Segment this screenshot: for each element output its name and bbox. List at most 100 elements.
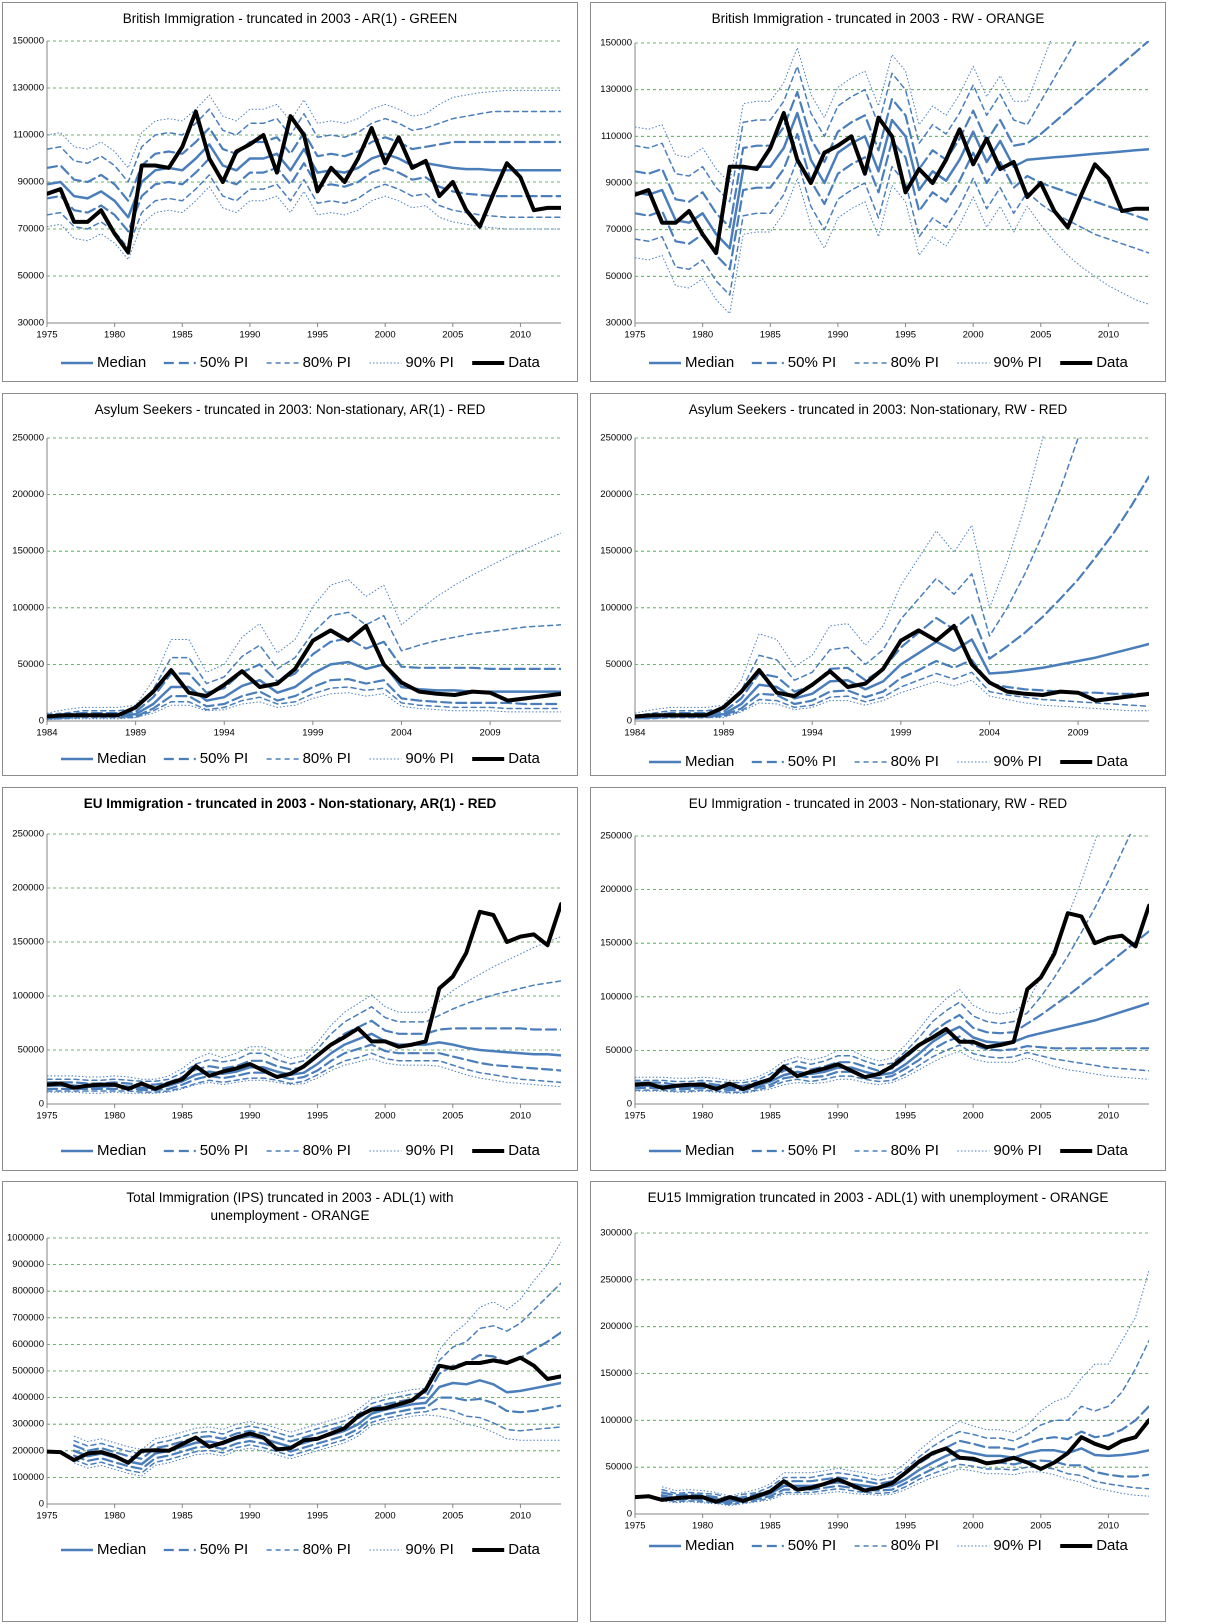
chart-title: EU Immigration - truncated in 2003 - Non… (83, 796, 497, 811)
x-tick-label: 2005 (1030, 1521, 1051, 1532)
chart-title: Asylum Seekers - truncated in 2003: Non-… (94, 402, 486, 417)
legend-label: Data (1096, 1142, 1128, 1159)
y-tick-label: 200000 (600, 489, 632, 500)
series-line (635, 1051, 1149, 1094)
x-tick-label: 1990 (239, 1111, 260, 1122)
y-tick-label: 0 (39, 1099, 44, 1110)
chart-title: British Immigration - truncated in 2003 … (122, 11, 458, 26)
y-tick-label: 400000 (12, 1392, 44, 1403)
x-tick-label: 1975 (36, 1111, 57, 1122)
y-tick-label: 300000 (600, 1228, 632, 1239)
x-tick-label: 1999 (302, 728, 323, 739)
x-tick-label: 1995 (895, 1111, 916, 1122)
y-tick-label: 250000 (600, 1274, 632, 1285)
y-tick-label: 200000 (600, 884, 632, 895)
x-tick-label: 1990 (827, 1521, 848, 1532)
legend-label: Data (508, 354, 540, 371)
legend-label: Median (685, 1142, 734, 1159)
series-line (47, 637, 561, 718)
y-tick-label: 50000 (606, 1045, 632, 1056)
series-line (635, 1044, 1149, 1093)
y-tick-label: 300000 (12, 1419, 44, 1430)
legend-label: 80% PI (303, 750, 351, 767)
chart: 0 50000 100000 150000 200000 250000 1984 1989 19… (12, 433, 561, 767)
series-line (635, 111, 1149, 250)
x-tick-label: 1980 (692, 1521, 713, 1532)
series-line (635, 834, 1098, 1081)
legend-label: Median (97, 1541, 146, 1558)
x-tick-label: 1995 (307, 1511, 328, 1522)
x-tick-label: 1985 (172, 1111, 193, 1122)
x-tick-label: 2004 (391, 728, 412, 739)
legend-label: 90% PI (993, 354, 1041, 371)
series-line (47, 678, 561, 720)
x-tick-label: 1990 (239, 1511, 260, 1522)
series-line (47, 660, 561, 719)
chart-title: Asylum Seekers - truncated in 2003: Non-… (688, 402, 1068, 417)
y-tick-label: 90000 (606, 178, 632, 189)
x-tick-label: 1985 (760, 330, 781, 341)
chart: 0 50000 100000 150000 200000 250000 1975 1980 19… (600, 831, 1149, 1159)
series-line (73, 1331, 561, 1460)
series-line (635, 158, 1149, 296)
y-tick-label: 100000 (12, 991, 44, 1002)
x-tick-label: 2000 (963, 1111, 984, 1122)
legend-label: 80% PI (891, 1537, 939, 1554)
legend-label: 50% PI (200, 1541, 248, 1558)
y-tick-label: 500000 (12, 1366, 44, 1377)
x-tick-label: 2005 (1030, 330, 1051, 341)
y-tick-label: 100000 (600, 991, 632, 1002)
y-tick-label: 150000 (12, 937, 44, 948)
legend-label: 80% PI (891, 753, 939, 770)
x-tick-label: 1980 (104, 330, 125, 341)
series-line (47, 109, 561, 255)
x-tick-label: 1989 (713, 728, 734, 739)
y-tick-label: 0 (627, 716, 632, 727)
x-tick-label: 1985 (760, 1521, 781, 1532)
x-tick-label: 1990 (827, 1111, 848, 1122)
y-tick-label: 700000 (12, 1312, 44, 1323)
y-tick-label: 250000 (600, 831, 632, 842)
x-tick-label: 1995 (307, 330, 328, 341)
y-tick-label: 50000 (18, 1045, 44, 1056)
x-tick-label: 2000 (375, 1511, 396, 1522)
series-line (635, 436, 1080, 717)
y-tick-label: 70000 (606, 224, 632, 235)
y-tick-label: 150000 (600, 1368, 632, 1379)
y-tick-label: 50000 (606, 659, 632, 670)
y-tick-label: 130000 (600, 84, 632, 95)
chart-title: Total Immigration (IPS) truncated in 200… (126, 1190, 454, 1223)
series-line (635, 111, 1149, 255)
x-tick-label: 1980 (692, 1111, 713, 1122)
x-tick-label: 2009 (1068, 728, 1089, 739)
series-line (661, 1405, 1149, 1501)
legend-label: 50% PI (788, 1537, 836, 1554)
legend-label: Data (508, 750, 540, 767)
x-tick-label: 1995 (895, 330, 916, 341)
x-tick-label: 1994 (214, 728, 235, 739)
x-tick-label: 2000 (375, 330, 396, 341)
x-tick-label: 1980 (692, 330, 713, 341)
y-tick-label: 70000 (18, 224, 44, 235)
y-tick-label: 800000 (12, 1286, 44, 1297)
y-tick-label: 200000 (12, 489, 44, 500)
series-line (635, 834, 1132, 1084)
x-tick-label: 2005 (442, 1511, 463, 1522)
x-tick-label: 1975 (36, 1511, 57, 1522)
y-tick-label: 150000 (12, 546, 44, 557)
series-line (47, 1355, 561, 1465)
legend-label: 50% PI (788, 1142, 836, 1159)
y-tick-label: 110000 (13, 130, 44, 141)
series-line (47, 936, 561, 1080)
legend-label: 90% PI (993, 753, 1041, 770)
series-line (47, 89, 561, 169)
x-tick-label: 2010 (510, 330, 531, 341)
series-line (73, 1407, 561, 1474)
y-tick-label: 0 (39, 716, 44, 727)
x-tick-label: 2010 (510, 1111, 531, 1122)
y-tick-label: 900000 (12, 1259, 44, 1270)
legend-label: Median (685, 354, 734, 371)
y-tick-label: 90000 (18, 177, 44, 188)
chart-title: EU15 Immigration truncated in 2003 - ADL… (647, 1190, 1109, 1205)
